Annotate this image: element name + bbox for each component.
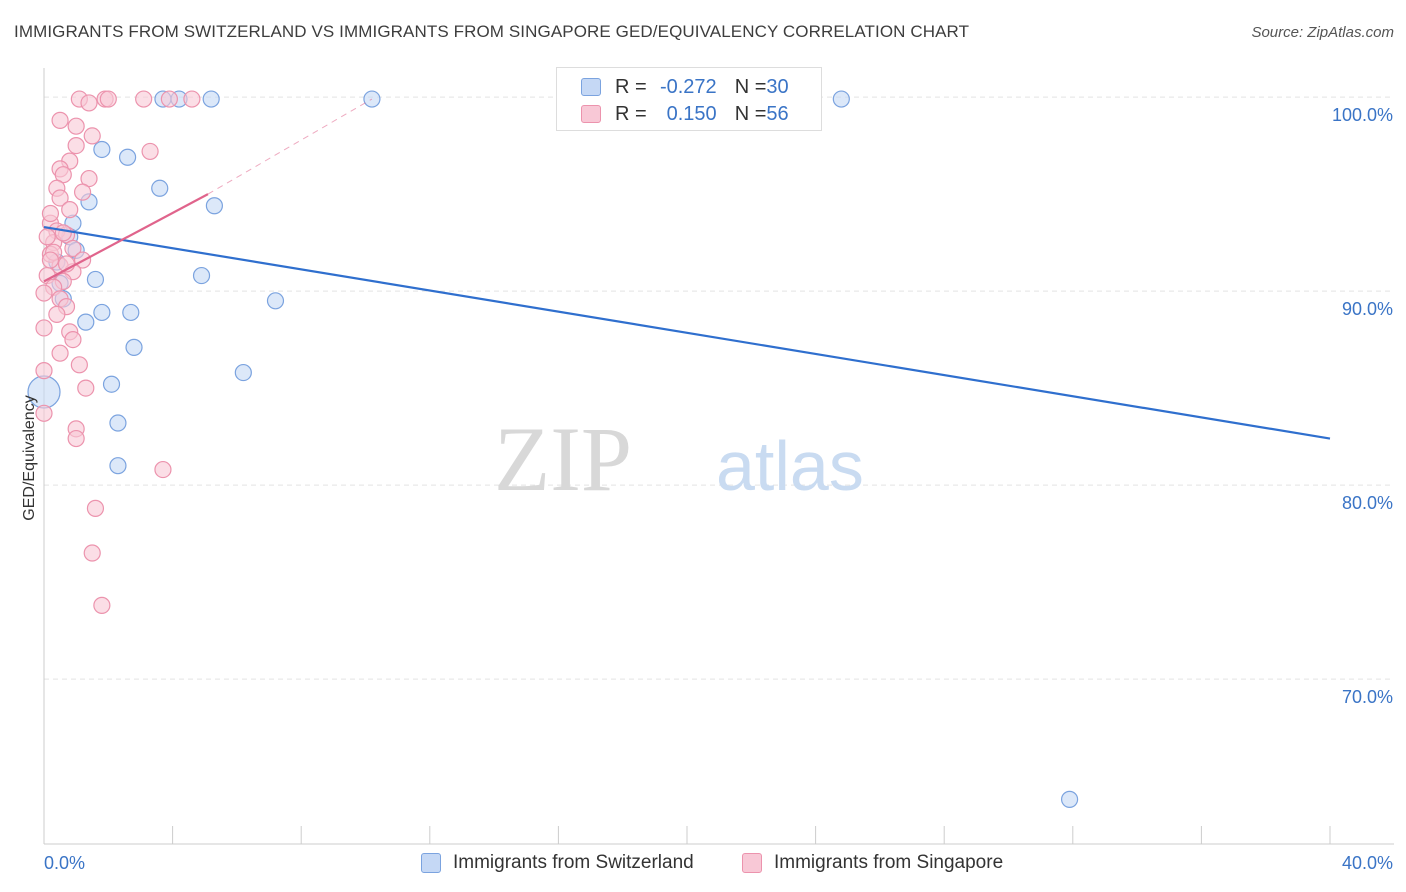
point-singapore xyxy=(70,356,88,374)
point-switzerland xyxy=(109,414,127,432)
legend-swatch-switzerland xyxy=(581,78,601,96)
legend-n-label: N = xyxy=(734,75,767,98)
point-singapore xyxy=(83,544,101,562)
x-tick-label-max: 40.0% xyxy=(1342,853,1393,873)
trend-lines xyxy=(43,98,1331,440)
point-switzerland xyxy=(1060,790,1079,808)
trend-line-singapore xyxy=(43,193,209,283)
point-switzerland xyxy=(109,457,127,475)
point-switzerland xyxy=(151,179,169,197)
point-singapore xyxy=(41,251,60,269)
point-switzerland xyxy=(234,363,252,382)
point-singapore xyxy=(67,117,85,135)
point-singapore xyxy=(35,362,53,380)
point-switzerland xyxy=(125,338,143,356)
point-switzerland xyxy=(832,90,850,108)
point-switzerland xyxy=(118,148,137,166)
point-singapore xyxy=(77,379,95,397)
y-tick-label: 80.0% xyxy=(1342,493,1393,513)
point-switzerland xyxy=(205,197,223,215)
series-legend-switzerland[interactable]: Immigrants from Switzerland xyxy=(421,852,694,874)
chart-source: Source: ZipAtlas.com xyxy=(1251,24,1394,41)
legend-r-label: R = xyxy=(615,102,647,125)
point-singapore xyxy=(141,142,159,161)
axes xyxy=(43,68,1394,845)
legend-r-label: R = xyxy=(615,75,647,98)
y-tick-label: 90.0% xyxy=(1342,299,1393,319)
point-singapore xyxy=(35,284,53,302)
legend-r-value-switzerland: -0.272 xyxy=(659,75,717,98)
point-singapore xyxy=(48,305,66,323)
watermark-zip: ZIP xyxy=(494,408,632,510)
series-swatch-switzerland xyxy=(421,853,441,873)
point-singapore xyxy=(38,228,56,246)
x-tick-label-min: 0.0% xyxy=(44,853,85,873)
point-singapore xyxy=(54,224,72,242)
series-legend-singapore[interactable]: Immigrants from Singapore xyxy=(742,852,1003,874)
legend-row-switzerland: R = -0.272 N = 30 xyxy=(581,74,789,100)
data-points xyxy=(27,90,1079,808)
point-switzerland xyxy=(122,303,140,322)
point-singapore xyxy=(64,239,82,258)
point-singapore xyxy=(73,183,92,201)
trend-line-singapore-extension xyxy=(207,98,373,195)
point-singapore xyxy=(86,499,105,517)
point-switzerland xyxy=(202,90,220,108)
legend-n-value-singapore: 56 xyxy=(766,102,789,125)
y-axis-label: GED/Equivalency xyxy=(21,395,38,520)
point-singapore xyxy=(80,94,98,112)
series-label-switzerland: Immigrants from Switzerland xyxy=(453,852,694,873)
point-switzerland xyxy=(102,375,121,393)
chart-title: IMMIGRANTS FROM SWITZERLAND VS IMMIGRANT… xyxy=(14,22,970,41)
series-legend: Immigrants from Switzerland Immigrants f… xyxy=(0,852,1406,878)
point-singapore xyxy=(51,189,69,207)
point-singapore xyxy=(35,319,53,337)
y-tick-labels: 100.0% 90.0% 80.0% 70.0% xyxy=(1332,105,1393,707)
point-singapore xyxy=(64,331,82,349)
point-switzerland xyxy=(93,140,111,159)
watermark-atlas: atlas xyxy=(716,427,864,505)
point-singapore xyxy=(183,90,201,108)
point-singapore xyxy=(160,90,178,108)
point-singapore xyxy=(99,90,117,108)
point-singapore xyxy=(67,429,85,448)
point-switzerland xyxy=(266,292,285,310)
legend-swatch-singapore xyxy=(581,105,601,123)
series-label-singapore: Immigrants from Singapore xyxy=(774,852,1004,873)
point-singapore xyxy=(67,137,85,155)
x-tick-labels: 0.0% 40.0% xyxy=(44,853,1393,873)
point-singapore xyxy=(154,460,172,479)
series-swatch-singapore xyxy=(742,853,762,873)
point-singapore xyxy=(51,111,69,129)
y-tick-label: 100.0% xyxy=(1332,105,1393,125)
point-singapore xyxy=(51,344,69,362)
point-singapore xyxy=(41,204,60,223)
point-singapore xyxy=(61,201,79,219)
stats-legend: R = -0.272 N = 30 R = 0.150 N = 56 xyxy=(556,67,822,131)
point-singapore xyxy=(93,596,111,614)
point-singapore xyxy=(135,90,153,108)
gridlines xyxy=(44,96,1394,680)
watermark: ZIP atlas xyxy=(494,408,864,510)
legend-n-value-switzerland: 30 xyxy=(766,75,789,98)
y-tick-label: 70.0% xyxy=(1342,687,1393,707)
point-switzerland xyxy=(192,266,211,285)
legend-row-singapore: R = 0.150 N = 56 xyxy=(581,101,789,127)
legend-n-label: N = xyxy=(734,102,767,125)
point-switzerland xyxy=(77,313,95,331)
point-singapore xyxy=(83,127,101,145)
point-switzerland xyxy=(93,303,111,322)
point-singapore xyxy=(35,404,53,422)
trend-line-switzerland xyxy=(43,225,1331,440)
legend-r-value-singapore: 0.150 xyxy=(666,102,717,125)
point-switzerland xyxy=(86,270,105,289)
